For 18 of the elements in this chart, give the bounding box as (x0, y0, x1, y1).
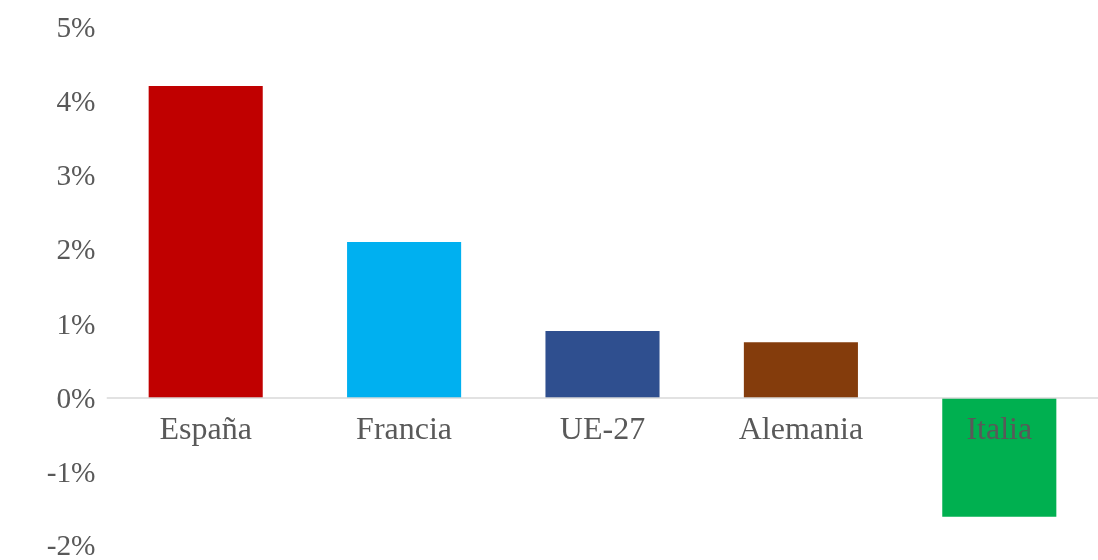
x-tick-label: Francia (356, 409, 453, 446)
bar (148, 85, 263, 398)
x-tick-label: Italia (966, 409, 1033, 446)
y-tick-label: 3% (56, 159, 96, 192)
bar (545, 331, 660, 398)
bar (347, 241, 462, 398)
x-tick-label: España (159, 409, 252, 446)
y-tick-label: 2% (56, 233, 96, 266)
y-tick-label: 0% (56, 381, 96, 414)
y-tick-label: 4% (56, 84, 96, 117)
y-tick-label: 5% (56, 10, 96, 43)
y-tick-label: 1% (56, 307, 96, 340)
y-tick-label: -1% (46, 456, 96, 489)
bar (743, 342, 858, 398)
x-tick-label: UE-27 (559, 409, 646, 446)
x-tick-label: Alemania (738, 409, 864, 446)
y-tick-label: -2% (46, 528, 96, 560)
bar (942, 397, 1057, 517)
